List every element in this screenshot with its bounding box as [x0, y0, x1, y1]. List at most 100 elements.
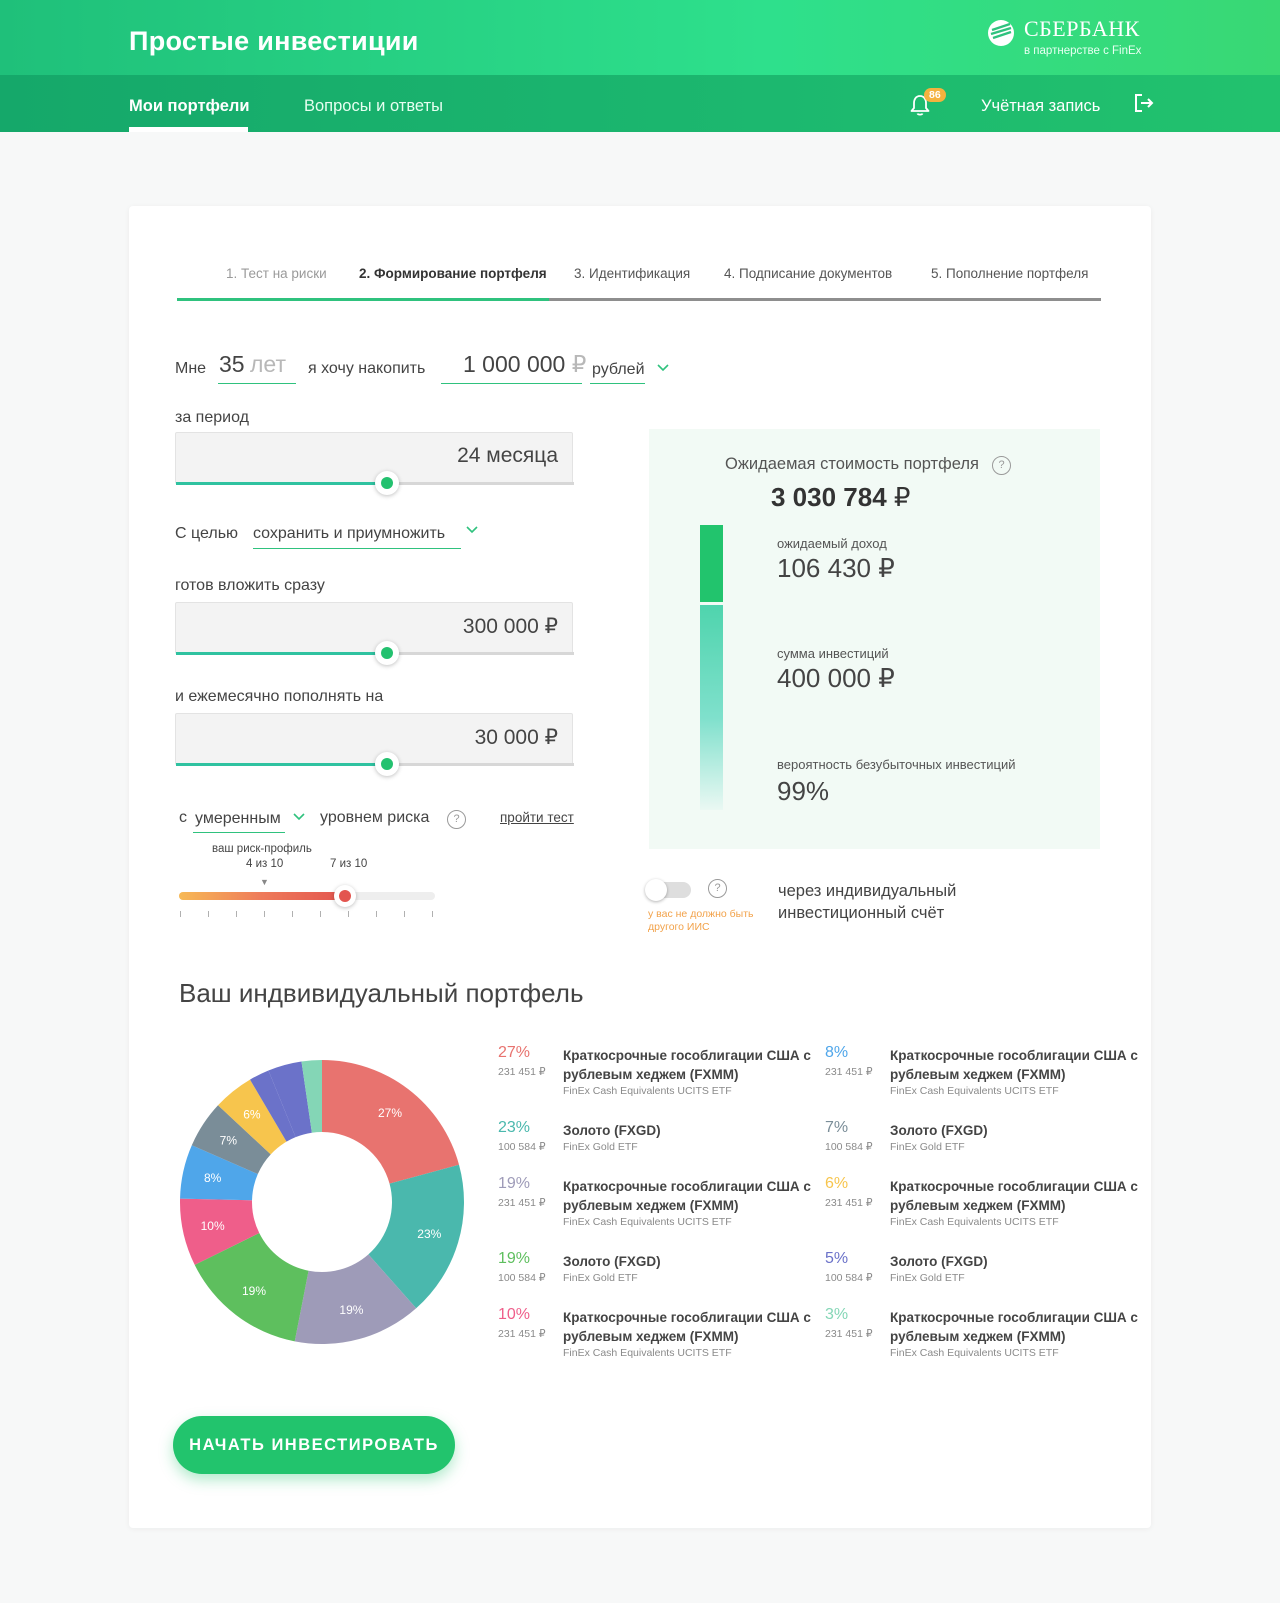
- initial-slider-handle[interactable]: [374, 641, 399, 665]
- monthly-slider-handle[interactable]: [374, 752, 399, 776]
- ruble-symbol: ₽: [893, 482, 911, 512]
- risk-scale-tick: [376, 911, 377, 917]
- currency-value: рублей: [592, 361, 645, 378]
- currency-select[interactable]: рублей: [590, 352, 645, 384]
- tab-faq[interactable]: Вопросы и ответы: [304, 97, 443, 115]
- allocation-item: 3% 231 451 ₽ Краткосрочные гособлигации СШ…: [825, 1306, 1145, 1362]
- donut-slice: [194, 1233, 309, 1342]
- account-link[interactable]: Учётная запись: [981, 97, 1101, 115]
- top-header: Простые инвестиции СБЕРБАНК в партнерств…: [0, 0, 1280, 75]
- goal-amount-value: 1 000 000 ₽: [463, 351, 586, 378]
- period-value: 24 месяца: [457, 444, 558, 467]
- donut-slice: [294, 1254, 417, 1344]
- result-total-value: 3 030 784: [771, 482, 887, 512]
- allocation-amount: 100 584 ₽: [825, 1272, 873, 1284]
- allocation-item: 8% 231 451 ₽ Краткосрочные гособлигации СШ…: [825, 1044, 1145, 1100]
- allocation-fund: FinEx Gold ETF: [563, 1141, 638, 1153]
- risk-selected-value: 7 из 10: [330, 858, 368, 870]
- risk-level-select[interactable]: умеренным: [193, 801, 285, 833]
- allocation-name: Краткосрочные гособлигации США с рублевы…: [890, 1048, 1138, 1082]
- iis-toggle[interactable]: [645, 879, 691, 901]
- risk-prefix: с: [179, 809, 187, 826]
- chevron-down-icon[interactable]: [293, 813, 305, 821]
- risk-profile-caption: ваш риск-профиль: [212, 843, 312, 855]
- allocation-name: Краткосрочные гособлигации США с рублевы…: [890, 1310, 1138, 1344]
- purpose-select[interactable]: сохранить и приумножить: [253, 517, 461, 549]
- income-value: 106 430 ₽: [777, 553, 895, 583]
- donut-slice-label: 19%: [242, 1284, 266, 1298]
- iis-toggle-knob: [645, 879, 667, 901]
- donut-slice-label: 19%: [339, 1303, 363, 1317]
- allocation-percent: 6%: [825, 1175, 849, 1192]
- risk-scale-tick: [320, 911, 321, 917]
- allocation-amount: 231 451 ₽: [498, 1328, 546, 1340]
- step-signing[interactable]: 4. Подписание документов: [724, 266, 893, 281]
- allocation-percent: 23%: [498, 1119, 531, 1136]
- income-label: ожидаемый доход: [777, 536, 887, 551]
- start-investing-button[interactable]: НАЧАТЬ ИНВЕСТИРОВАТЬ: [173, 1416, 455, 1474]
- app-title[interactable]: Простые инвестиции: [129, 26, 419, 56]
- chevron-down-icon[interactable]: [466, 526, 478, 534]
- invested-label: сумма инвестиций: [777, 646, 889, 661]
- donut-slice-label: 6%: [243, 1108, 261, 1122]
- step-portfolio-forming[interactable]: 2. Формирование портфеля: [359, 266, 547, 281]
- risk-scale-tick: [264, 911, 265, 917]
- allocation-name: Золото (FXGD): [563, 1123, 661, 1138]
- allocation-item: 7% 100 584 ₽ Золото (FXGD) FinEx Gold ETF: [825, 1119, 1145, 1175]
- risk-slider[interactable]: [179, 885, 435, 907]
- initial-slider[interactable]: 300 000 ₽: [175, 602, 574, 665]
- risk-scale-tick: [292, 911, 293, 917]
- risk-slider-fill: [179, 892, 346, 900]
- allocation-percent: 10%: [498, 1306, 531, 1323]
- donut-slice: [368, 1164, 464, 1309]
- donut-slice: [301, 1060, 322, 1133]
- step-risk-test[interactable]: 1. Тест на риски: [226, 266, 327, 281]
- risk-scale-tick: [208, 911, 209, 917]
- result-help-icon[interactable]: ?: [992, 456, 1011, 475]
- allocation-amount: 231 451 ₽: [825, 1066, 873, 1078]
- allocation-name: Краткосрочные гособлигации США с рублевы…: [890, 1179, 1138, 1213]
- allocation-fund: FinEx Cash Equivalents UCITS ETF: [563, 1216, 732, 1228]
- allocation-amount: 231 451 ₽: [825, 1197, 873, 1209]
- allocation-name: Краткосрочные гособлигации США с рублевы…: [563, 1310, 811, 1344]
- period-slider-handle[interactable]: [374, 471, 399, 495]
- allocation-fund: FinEx Cash Equivalents UCITS ETF: [890, 1347, 1059, 1359]
- tab-my-portfolios[interactable]: Мои портфели: [129, 97, 250, 115]
- risk-scale-tick: [236, 911, 237, 917]
- brand-name: СБЕРБАНК: [1024, 16, 1140, 41]
- step-funding[interactable]: 5. Пополнение портфеля: [931, 266, 1089, 281]
- age-value: 35: [219, 351, 245, 377]
- step-identification[interactable]: 3. Идентификация: [574, 266, 691, 281]
- iis-help-icon[interactable]: ?: [708, 879, 727, 898]
- take-test-link[interactable]: пройти тест: [500, 810, 574, 825]
- allocation-fund: FinEx Cash Equivalents UCITS ETF: [890, 1085, 1059, 1097]
- active-tab-indicator: [129, 127, 248, 132]
- nav-bar: Мои портфели Вопросы и ответы 86 Учётная…: [0, 75, 1280, 132]
- allocation-amount: 100 584 ₽: [498, 1141, 546, 1153]
- donut-slice: [191, 1105, 271, 1175]
- brand-logo[interactable]: СБЕРБАНК в партнерстве с FinEx: [986, 16, 1156, 62]
- age-field[interactable]: 35 лет: [218, 351, 296, 384]
- logout-icon[interactable]: [1133, 92, 1155, 114]
- steps-track: [177, 298, 1101, 301]
- goal-amount-field[interactable]: 1 000 000 ₽: [441, 351, 586, 384]
- allocation-percent: 19%: [498, 1250, 531, 1267]
- allocation-percent: 3%: [825, 1306, 849, 1323]
- portfolio-title: Ваш индвивидуальный портфель: [179, 978, 584, 1008]
- purpose-prefix: С целью: [175, 525, 239, 542]
- period-slider[interactable]: 24 месяца: [175, 432, 574, 495]
- monthly-slider[interactable]: 30 000 ₽: [175, 713, 574, 776]
- allocation-percent: 8%: [825, 1044, 849, 1061]
- risk-scale-tick: [404, 911, 405, 917]
- monthly-slider-fill: [176, 763, 387, 766]
- allocation-amount: 100 584 ₽: [825, 1141, 873, 1153]
- monthly-value: 30 000 ₽: [474, 726, 558, 749]
- monthly-label: и ежемесячно пополнять на: [175, 688, 384, 705]
- risk-slider-handle[interactable]: [334, 885, 357, 907]
- chevron-down-icon[interactable]: [657, 364, 669, 372]
- period-slider-fill: [176, 482, 387, 485]
- risk-help-icon[interactable]: ?: [447, 810, 466, 829]
- purpose-value: сохранить и приумножить: [253, 525, 446, 542]
- allocation-name: Краткосрочные гособлигации США с рублевы…: [563, 1179, 811, 1213]
- allocation-percent: 19%: [498, 1175, 531, 1192]
